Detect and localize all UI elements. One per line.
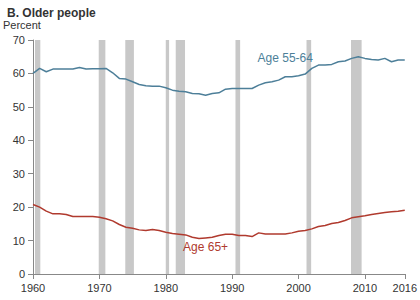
- svg-text:1970: 1970: [87, 282, 111, 294]
- svg-text:70: 70: [13, 34, 25, 46]
- svg-text:60: 60: [13, 67, 25, 79]
- svg-text:1960: 1960: [21, 282, 45, 294]
- svg-text:B. Older people: B. Older people: [7, 6, 96, 20]
- svg-text:50: 50: [13, 101, 25, 113]
- svg-text:30: 30: [13, 168, 25, 180]
- svg-text:Percent: Percent: [3, 19, 41, 31]
- svg-text:40: 40: [13, 134, 25, 146]
- svg-text:2016: 2016: [393, 282, 417, 294]
- svg-text:Age 55-64: Age 55-64: [258, 51, 314, 65]
- svg-text:Age 65+: Age 65+: [183, 240, 228, 254]
- svg-text:20: 20: [13, 201, 25, 213]
- svg-text:1990: 1990: [220, 282, 244, 294]
- svg-text:2010: 2010: [353, 282, 377, 294]
- svg-text:0: 0: [19, 268, 25, 280]
- svg-text:2000: 2000: [286, 282, 310, 294]
- svg-text:1980: 1980: [154, 282, 178, 294]
- svg-text:10: 10: [13, 235, 25, 247]
